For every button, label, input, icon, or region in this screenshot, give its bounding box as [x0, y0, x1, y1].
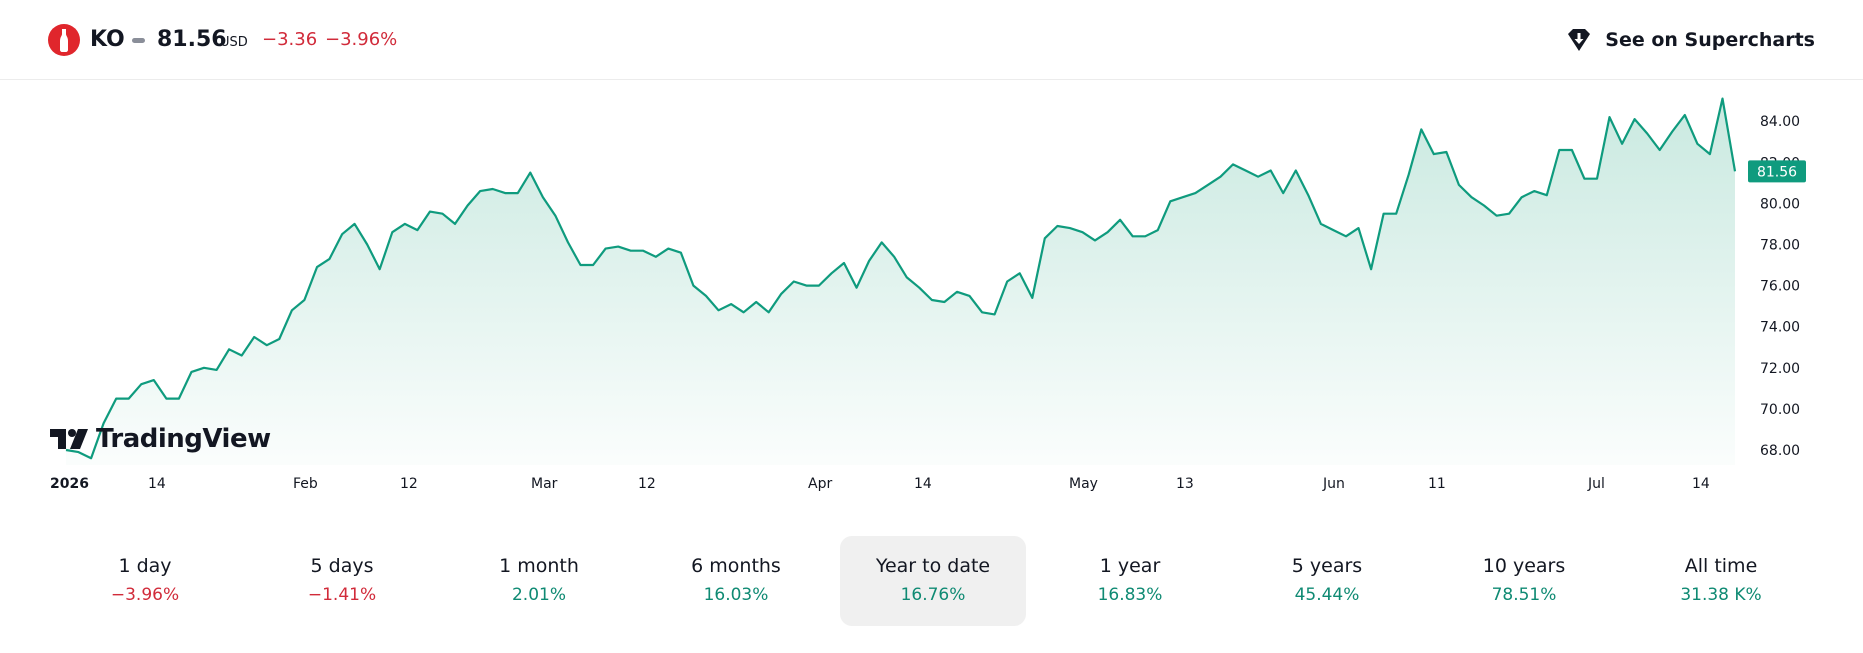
x-axis-tick-label: Mar — [531, 476, 558, 492]
tradingview-wordmark: TradingView — [96, 424, 271, 454]
price-change: −3.36 — [262, 29, 318, 50]
x-axis-tick-label: 13 — [1176, 476, 1194, 492]
y-axis-tick-label: 70.00 — [1760, 402, 1800, 418]
period-change-value: 45.44% — [1294, 585, 1360, 605]
period-change-value: −1.41% — [307, 585, 377, 605]
period-label: 6 months — [691, 555, 781, 577]
period-option[interactable]: 5 years 45.44% — [1234, 536, 1420, 626]
y-axis-tick-label: 76.00 — [1760, 279, 1800, 295]
period-label: 10 years — [1482, 555, 1566, 577]
period-option[interactable]: 5 days −1.41% — [249, 536, 435, 626]
period-change-value: 78.51% — [1491, 585, 1557, 605]
x-axis-tick-label: 2026 — [50, 476, 89, 492]
x-axis-tick-label: May — [1069, 476, 1098, 492]
period-change-value: 31.38 K% — [1680, 585, 1762, 605]
see-on-supercharts-link[interactable]: See on Supercharts — [1565, 24, 1815, 56]
last-price: 81.56 — [157, 27, 227, 52]
tradingview-shield-icon — [1568, 29, 1591, 51]
period-label: 1 year — [1099, 555, 1161, 577]
period-label: 1 month — [499, 555, 579, 577]
period-label: All time — [1684, 555, 1758, 577]
period-label: 1 day — [118, 555, 172, 577]
ticker-symbol[interactable]: KO — [90, 27, 125, 52]
period-label: 5 years — [1291, 555, 1363, 577]
last-price-tag-label: 81.56 — [1757, 164, 1797, 180]
period-label: 5 days — [310, 555, 374, 577]
period-option[interactable]: 1 month 2.01% — [446, 536, 632, 626]
period-change-value: 16.83% — [1097, 585, 1163, 605]
period-option[interactable]: Year to date 16.76% — [840, 536, 1026, 626]
x-axis-tick-label: 12 — [400, 476, 418, 492]
y-axis-tick-label: 78.00 — [1760, 238, 1800, 254]
period-option[interactable]: 1 year 16.83% — [1037, 536, 1223, 626]
y-axis-tick-label: 74.00 — [1760, 320, 1800, 336]
tradingview-logo-icon — [50, 429, 88, 449]
last-price-tag — [1748, 160, 1806, 183]
symbol-header: KO 81.56 USD −3.36 −3.96% See on Superch… — [0, 0, 1863, 80]
price-chart[interactable]: 68.0070.0072.0074.0076.0078.0080.0082.00… — [0, 80, 1863, 500]
tradingview-watermark: TradingView — [50, 424, 271, 454]
x-axis-tick-label: 14 — [1692, 476, 1710, 492]
period-option[interactable]: 10 years 78.51% — [1431, 536, 1617, 626]
period-change-value: 16.03% — [703, 585, 769, 605]
x-axis-tick-label: 12 — [638, 476, 656, 492]
x-axis-tick-label: Jul — [1587, 476, 1605, 492]
period-option[interactable]: All time 31.38 K% — [1628, 536, 1814, 626]
x-axis-tick-label: Jun — [1322, 476, 1345, 492]
supercharts-label: See on Supercharts — [1605, 29, 1815, 51]
period-label: Year to date — [875, 555, 991, 577]
x-axis-tick-label: Feb — [293, 476, 318, 492]
y-axis-tick-label: 80.00 — [1760, 196, 1800, 212]
period-option[interactable]: 1 day −3.96% — [52, 536, 238, 626]
x-axis-tick-label: 11 — [1428, 476, 1446, 492]
period-change-value: 2.01% — [511, 585, 566, 605]
y-axis-tick-label: 68.00 — [1760, 443, 1800, 459]
period-option[interactable]: 6 months 16.03% — [643, 536, 829, 626]
period-change-value: −3.96% — [110, 585, 180, 605]
price-change-percent: −3.96% — [325, 29, 398, 50]
price-area-fill — [66, 98, 1735, 465]
period-change-value: 16.76% — [900, 585, 966, 605]
coca-cola-bottle-icon — [48, 24, 80, 56]
x-axis-tick-label: Apr — [808, 476, 832, 492]
period-selector: 1 day −3.96% 5 days −1.41% 1 month 2.01% 6 mon… — [48, 536, 1815, 626]
x-axis-tick-label: 14 — [148, 476, 166, 492]
price-line — [65, 97, 1737, 460]
market-status-indicator — [132, 38, 145, 43]
y-axis-tick-label: 72.00 — [1760, 361, 1800, 377]
y-axis-tick-label: 84.00 — [1760, 114, 1800, 130]
x-axis-tick-label: 14 — [914, 476, 932, 492]
currency-label: USD — [220, 35, 248, 50]
